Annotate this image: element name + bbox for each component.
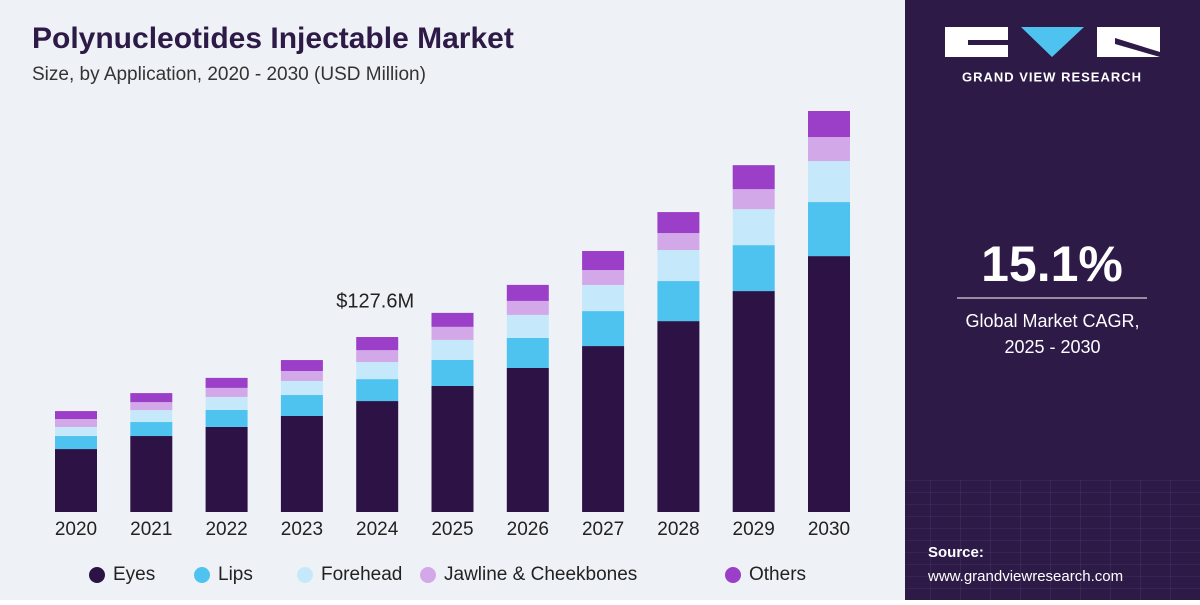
bar-segment [732, 291, 775, 512]
bar-segment [657, 233, 700, 251]
plot: 2020 2021 2022 2023 2024 2025 2026 2027 2028 2029… [55, 111, 850, 585]
legend-marker [89, 567, 105, 583]
bar-segment [205, 387, 248, 397]
bar-segment [657, 250, 700, 282]
bar-segment [582, 251, 625, 271]
bar-segment [130, 402, 173, 411]
bar-segment [732, 189, 775, 210]
bar-segment [808, 256, 850, 512]
x-tick-label: 2020 [55, 519, 97, 540]
bar-segment [506, 368, 549, 512]
bar-segment [431, 385, 474, 512]
bar-segment [356, 350, 399, 363]
bar-segment [356, 379, 399, 402]
bar-segment [280, 371, 323, 382]
x-tick-label: 2022 [205, 519, 247, 540]
bar-segment [808, 161, 850, 203]
grid-decoration [905, 480, 1200, 600]
bar-segment [356, 337, 399, 351]
bar-segment [657, 212, 700, 234]
bar-segment [130, 422, 173, 437]
bar-segment [431, 326, 474, 340]
bar-segment [55, 436, 97, 450]
bar-segment [582, 285, 625, 312]
x-tick-label: 2026 [507, 519, 549, 540]
annotation: $127.6M [336, 290, 414, 312]
legend-label: Eyes [113, 564, 155, 585]
bar-segment [205, 426, 248, 512]
x-tick-label: 2021 [130, 519, 172, 540]
bar-segment [55, 449, 97, 512]
bar-segment [55, 411, 97, 420]
cagr-label-box: Global Market CAGR, 2025 - 2030 [965, 311, 1140, 357]
bar-segment [280, 381, 323, 396]
x-tick-label: 2028 [657, 519, 699, 540]
bar-segment [657, 281, 700, 322]
brand: GRAND VIEW RESEARCH [962, 69, 1142, 84]
bar-segment [280, 395, 323, 417]
bar-segment [582, 311, 625, 347]
bar-segment [55, 419, 97, 427]
cagr-value: 15.1% [981, 236, 1123, 292]
source-label: Source: [928, 544, 984, 561]
legend-marker [297, 567, 313, 583]
chart-title: Polynucleotides Injectable Market [32, 22, 514, 55]
bar-segment [356, 401, 399, 512]
x-tick-label: 2030 [808, 519, 850, 540]
bar-segment [657, 321, 700, 512]
logo [945, 27, 1160, 57]
legend-label: Others [749, 564, 806, 585]
bar-segment [431, 339, 474, 360]
bar-segment [205, 396, 248, 410]
bar-segment [732, 245, 775, 292]
bar-segment [506, 337, 549, 369]
x-tick-label: 2023 [281, 519, 323, 540]
bar-segment [280, 416, 323, 512]
bar-segment [130, 410, 173, 423]
bar-segment [808, 111, 850, 138]
cagr-label: Global Market CAGR, 2025 - 2030 [965, 311, 1140, 357]
x-tick-label: 2029 [733, 519, 775, 540]
bar-segment [582, 346, 625, 512]
bar-segment [732, 209, 775, 246]
bar-segment [205, 409, 248, 427]
bar-segment [732, 165, 775, 190]
chart-subtitle: Size, by Application, 2020 - 2030 (USD M… [32, 64, 426, 85]
legend-marker [194, 567, 210, 583]
legend-marker [420, 567, 436, 583]
legend-marker [725, 567, 741, 583]
bar-segment [130, 393, 173, 403]
bar-segment [431, 359, 474, 386]
bar-segment [55, 426, 97, 437]
source-url: www.grandviewresearch.com [927, 568, 1123, 585]
bar-segment [506, 314, 549, 338]
bar-segment [431, 312, 474, 327]
bar-segment [280, 360, 323, 372]
bar-segment [582, 270, 625, 286]
bar-segment [506, 284, 549, 301]
bar-segment [808, 202, 850, 257]
x-tick-label: 2024 [356, 519, 399, 540]
bar-segment [130, 436, 173, 512]
x-tick-label: 2027 [582, 519, 624, 540]
legend-label: Lips [218, 564, 253, 585]
bar-segment [506, 300, 549, 315]
bar-segment [808, 137, 850, 162]
legend-label: Jawline & Cheekbones [444, 564, 637, 585]
x-tick-label: 2025 [431, 519, 473, 540]
bar-segment [356, 362, 399, 380]
legend-label: Forehead [321, 564, 402, 585]
bar-segment [205, 377, 248, 388]
